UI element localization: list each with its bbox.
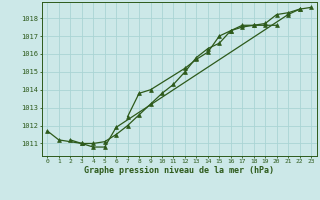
X-axis label: Graphe pression niveau de la mer (hPa): Graphe pression niveau de la mer (hPa) [84,166,274,175]
